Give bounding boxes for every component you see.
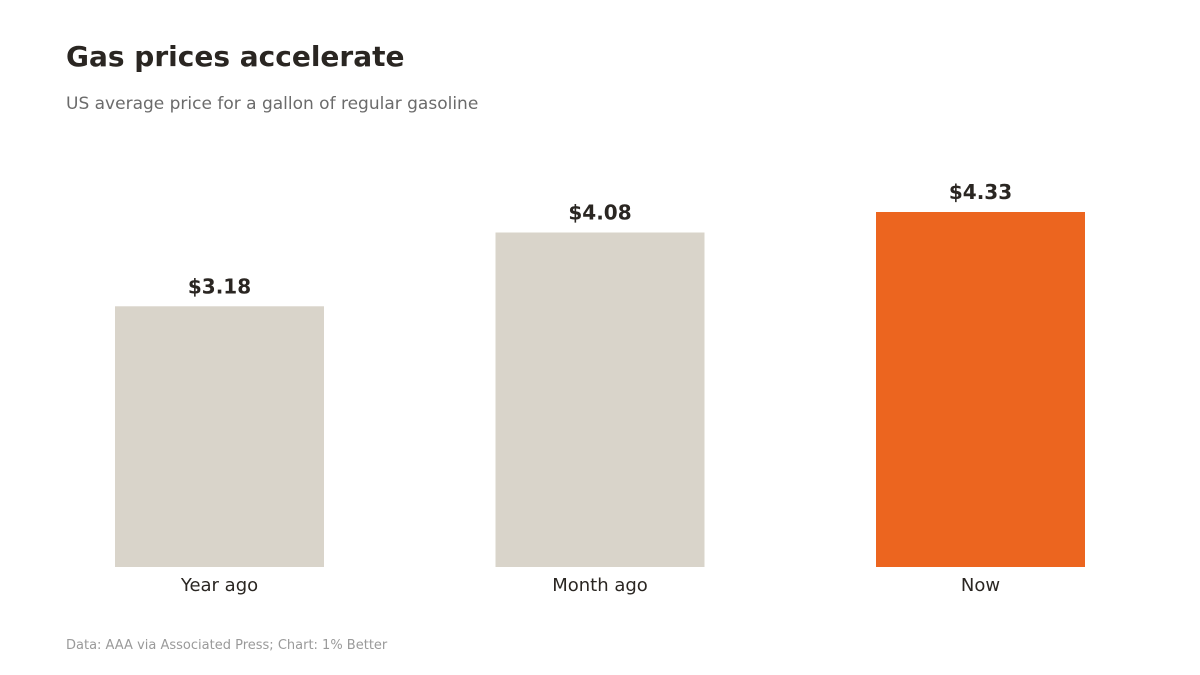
value-label: $4.08 — [568, 200, 631, 224]
bar-month-ago — [495, 232, 705, 568]
bar-year-ago — [115, 306, 324, 567]
value-label: $4.33 — [949, 180, 1012, 204]
category-label: Month ago — [552, 575, 648, 596]
bar-now — [876, 212, 1085, 567]
category-label: Now — [961, 575, 1000, 596]
source-note: Data: AAA via Associated Press; Chart: 1… — [66, 638, 388, 653]
category-label: Year ago — [180, 575, 258, 596]
chart-subtitle: US average price for a gallon of regular… — [66, 94, 479, 114]
chart-title: Gas prices accelerate — [66, 40, 405, 73]
value-label: $3.18 — [188, 274, 251, 298]
